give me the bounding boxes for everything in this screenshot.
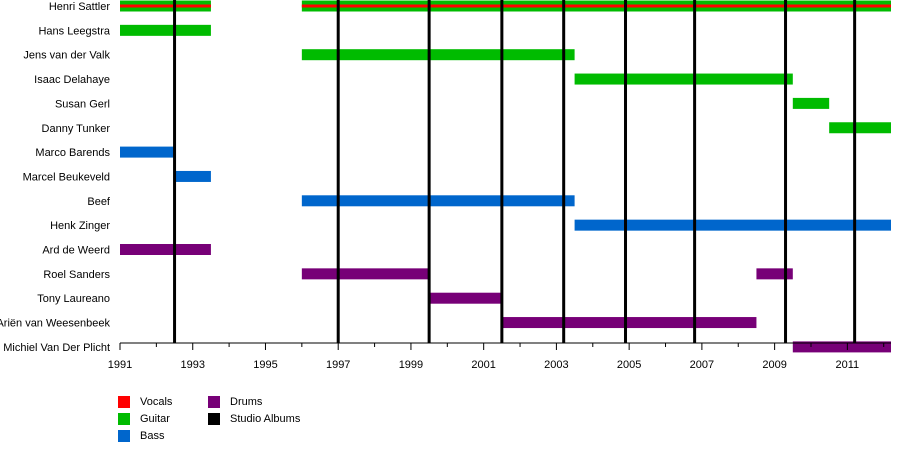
- legend-swatch: [118, 429, 130, 442]
- member-bar-drums: [501, 317, 757, 329]
- studio-album-line: [427, 0, 431, 343]
- legend-column-2: Drums Studio Albums: [208, 393, 300, 427]
- member-label: Isaac Delahaye: [34, 74, 110, 86]
- member-label: Ard de Weerd: [42, 245, 110, 257]
- member-label: Ariën van Weesenbeek: [0, 318, 110, 330]
- x-tick-label: 1993: [180, 359, 204, 371]
- studio-album-line: [693, 0, 697, 343]
- studio-album-line: [562, 0, 566, 343]
- member-label: Jens van der Valk: [23, 50, 110, 62]
- legend-item: Drums: [208, 393, 300, 410]
- member-bar-bass: [301, 195, 575, 207]
- studio-album-line: [624, 0, 628, 343]
- legend-swatch: [208, 395, 220, 408]
- legend-label: Studio Albums: [230, 412, 301, 425]
- band-timeline-chart: Henri Sattler Hans Leegstra Jens van der V…: [0, 0, 892, 371]
- legend-label: Guitar: [140, 412, 170, 425]
- member-label: Marco Barends: [35, 147, 110, 159]
- x-tick-label: 2005: [617, 359, 641, 371]
- legend-swatch: [208, 412, 220, 425]
- member-label: Tony Laureano: [37, 293, 110, 305]
- legend-label: Drums: [230, 395, 263, 408]
- member-label: Henri Sattler: [49, 1, 110, 13]
- legend-item: Bass: [118, 427, 172, 444]
- legend-label: Vocals: [140, 395, 173, 408]
- member-label: Roel Sanders: [43, 269, 110, 281]
- legend-item: Guitar: [118, 410, 172, 427]
- member-bar-guitar: [301, 49, 575, 61]
- legend-swatch: [118, 395, 130, 408]
- member-label: Danny Tunker: [42, 123, 111, 135]
- x-tick-label: 2011: [836, 359, 860, 371]
- legend-column-1: Vocals Guitar Bass: [118, 393, 172, 444]
- member-bar-bass: [574, 219, 891, 231]
- x-tick-label: 2003: [544, 359, 568, 371]
- member-bar-bass: [174, 170, 211, 182]
- legend-item: Vocals: [118, 393, 172, 410]
- x-tick-label: 1995: [253, 359, 277, 371]
- x-tick-label: 2009: [762, 359, 786, 371]
- studio-album-line: [173, 0, 177, 343]
- member-label: Marcel Beukeveld: [23, 171, 110, 183]
- member-bar-guitar: [829, 122, 891, 134]
- studio-album-line: [784, 0, 788, 343]
- member-label: Henk Zinger: [50, 220, 110, 232]
- x-tick-label: 1999: [399, 359, 423, 371]
- x-tick-label: 2001: [471, 359, 495, 371]
- legend-label: Bass: [140, 429, 165, 442]
- member-bar-drums: [756, 268, 793, 280]
- member-bar-drums: [301, 268, 430, 280]
- x-tick-label: 1997: [326, 359, 350, 371]
- member-bar-drums: [120, 244, 211, 255]
- member-bar-vocals: [120, 4, 211, 8]
- member-bar-guitar: [574, 73, 793, 85]
- member-label: Michiel Van Der Plicht: [3, 342, 110, 354]
- member-label: Hans Leegstra: [38, 25, 110, 37]
- studio-album-line: [500, 0, 504, 343]
- legend-swatch: [118, 412, 130, 425]
- member-bar-bass: [120, 146, 175, 158]
- studio-album-line: [336, 0, 340, 343]
- member-bar-vocals: [301, 4, 892, 8]
- member-label: Beef: [87, 196, 111, 208]
- member-bar-drums: [429, 292, 502, 304]
- member-bar-guitar: [792, 97, 830, 109]
- member-label: Susan Gerl: [55, 98, 110, 110]
- member-bar-guitar: [120, 24, 211, 36]
- legend-item: Studio Albums: [208, 410, 300, 427]
- member-bar-drums: [792, 341, 891, 353]
- x-tick-label: 1991: [108, 359, 132, 371]
- studio-album-line: [853, 0, 857, 343]
- x-tick-label: 2007: [690, 359, 714, 371]
